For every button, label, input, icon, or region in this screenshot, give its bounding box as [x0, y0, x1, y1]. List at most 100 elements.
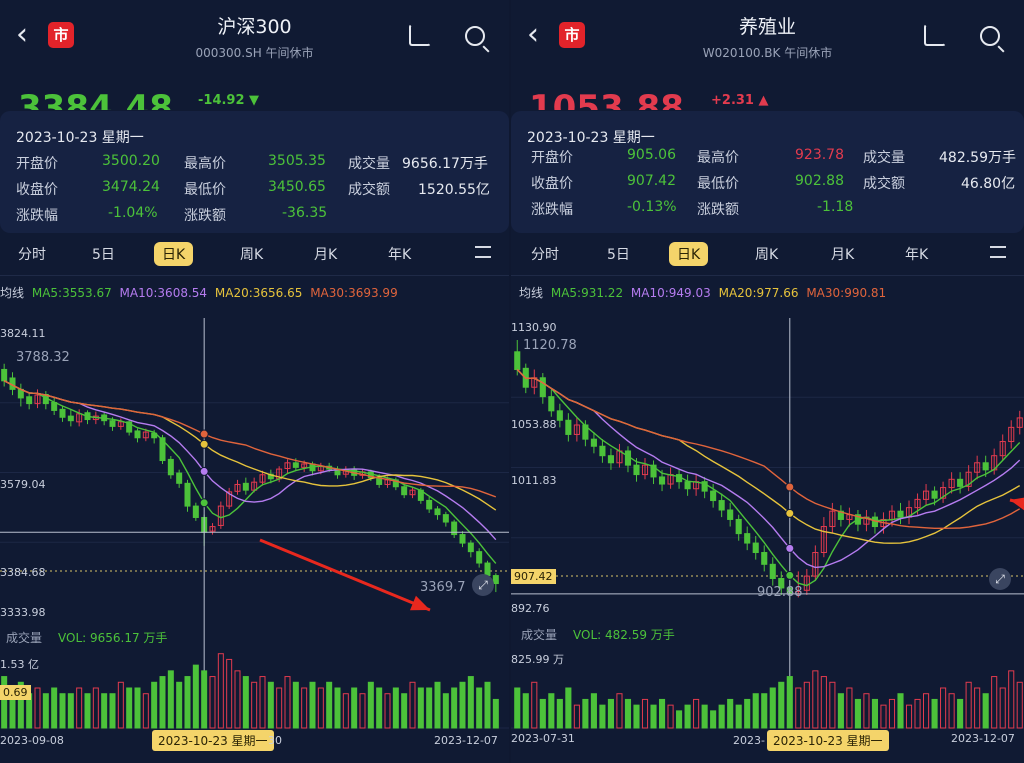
- candle-body: [467, 542, 474, 553]
- trend-arrowhead: [1010, 497, 1024, 511]
- axis-upper-label: 1053.88: [511, 418, 557, 431]
- volume-bar: [735, 704, 742, 729]
- candle-body: [26, 396, 33, 405]
- candle-body: [1, 368, 8, 382]
- candle-body: [426, 499, 433, 510]
- price-change: -14.92 ▼: [198, 93, 260, 108]
- candle-body: [242, 482, 249, 491]
- volume-bar: [658, 698, 666, 729]
- share-icon[interactable]: [409, 24, 431, 46]
- axis-mid-label: 1011.83: [511, 474, 557, 487]
- candle-body: [829, 510, 836, 528]
- volume-bar: [492, 698, 499, 729]
- tab-weekly-k[interactable]: 周K: [755, 247, 779, 263]
- low-label: 最低价: [697, 176, 739, 192]
- search-icon[interactable]: [465, 26, 485, 46]
- volume-bar: [854, 698, 861, 729]
- volume-bar: [442, 693, 449, 729]
- candle-body: [184, 482, 191, 507]
- volume-bar: [301, 687, 308, 729]
- volume-bar: [624, 698, 632, 729]
- volume-bar: [752, 693, 759, 729]
- volume-bar: [409, 681, 416, 729]
- tab-yearly-k[interactable]: 年K: [388, 247, 412, 263]
- tab-monthly-k[interactable]: 月K: [831, 247, 855, 263]
- candle-body: [117, 421, 124, 427]
- expand-icon[interactable]: ⤢: [472, 574, 494, 596]
- axis-top-label: 1130.90: [511, 321, 557, 334]
- tab-intraday[interactable]: 分时: [18, 247, 46, 263]
- quote-popup: 2023-10-23 星期一 开盘价 3500.20 最高价 3505.35 成…: [0, 111, 509, 233]
- chg-label: 涨跌额: [184, 208, 226, 224]
- volume-bar: [117, 681, 124, 729]
- tab-intraday[interactable]: 分时: [531, 247, 559, 263]
- volume-panel-label: 成交量: [521, 628, 558, 642]
- candle-body: [752, 542, 759, 554]
- candle-body: [931, 490, 938, 499]
- date-start: 2023-07-31: [511, 732, 575, 745]
- candle-body: [590, 438, 597, 447]
- volume-axis-top: 1.53 亿: [0, 658, 39, 671]
- volume-bar: [778, 681, 785, 729]
- chg-label: 涨跌额: [697, 202, 739, 218]
- volume-bar: [718, 704, 725, 729]
- volume-bar: [556, 698, 563, 729]
- high-mark-label: 3788.32: [16, 350, 70, 365]
- expand-icon[interactable]: ⤢: [989, 568, 1011, 590]
- volume-bar: [1, 676, 8, 729]
- tab-5day[interactable]: 5日: [92, 247, 115, 263]
- ma30-value: MA30:3693.99: [310, 286, 398, 300]
- tab-daily-k[interactable]: 日K: [669, 242, 709, 266]
- volume-bar: [276, 687, 283, 729]
- volume-bar: [184, 676, 191, 729]
- candle-body: [948, 478, 955, 489]
- volume-bar: [684, 704, 691, 729]
- volume-bar: [42, 693, 49, 729]
- ma30-line: [3, 380, 497, 498]
- search-icon[interactable]: [980, 26, 1000, 46]
- back-icon[interactable]: ‹: [527, 17, 539, 52]
- tab-weekly-k[interactable]: 周K: [240, 247, 264, 263]
- trend-arrowhead: [410, 595, 430, 611]
- volume-bar: [701, 704, 708, 729]
- settings-icon[interactable]: [990, 246, 1006, 258]
- volume-value: 482.59万手: [939, 150, 1016, 166]
- ma-legend: 均线 MA5:931.22 MA10:949.03 MA20:977.66 MA…: [519, 284, 1024, 301]
- volume-bar: [957, 698, 964, 729]
- volume-bar: [548, 693, 555, 729]
- low-label: 最低价: [184, 182, 226, 198]
- chg-value: -36.35: [282, 205, 328, 221]
- volume-bar: [573, 704, 580, 729]
- volume-bar: [101, 693, 108, 729]
- settings-icon[interactable]: [475, 246, 491, 258]
- divider: [0, 275, 509, 276]
- candle-body: [192, 505, 199, 518]
- volume-bar: [676, 710, 683, 729]
- candle-body: [641, 464, 649, 476]
- tab-5day[interactable]: 5日: [607, 247, 630, 263]
- candle-body: [940, 487, 947, 499]
- candle-body: [957, 478, 964, 487]
- kline-chart[interactable]: [0, 0, 509, 763]
- kline-chart[interactable]: [511, 0, 1024, 763]
- high-value: 923.78: [795, 147, 844, 163]
- quote-date: 2023-10-23 星期一: [16, 130, 144, 146]
- ma5-cursor-dot: [785, 570, 795, 580]
- volume-bar: [351, 687, 358, 729]
- ma20-cursor-dot: [199, 439, 209, 449]
- pct-value: -0.13%: [627, 199, 677, 215]
- volume-value: VOL: 482.59 万手: [573, 628, 675, 642]
- ma10-cursor-dot: [199, 466, 209, 476]
- ma-label: 均线: [0, 286, 25, 300]
- open-label: 开盘价: [531, 150, 573, 166]
- high-value: 3505.35: [268, 153, 326, 169]
- ma30-value: MA30:990.81: [806, 286, 887, 300]
- candle-body: [451, 521, 458, 536]
- tab-daily-k[interactable]: 日K: [154, 242, 194, 266]
- tab-monthly-k[interactable]: 月K: [314, 247, 338, 263]
- candle-body: [548, 396, 555, 412]
- tab-yearly-k[interactable]: 年K: [905, 247, 929, 263]
- back-icon[interactable]: ‹: [16, 17, 28, 52]
- share-icon[interactable]: [924, 24, 946, 46]
- volume-bar: [863, 693, 870, 729]
